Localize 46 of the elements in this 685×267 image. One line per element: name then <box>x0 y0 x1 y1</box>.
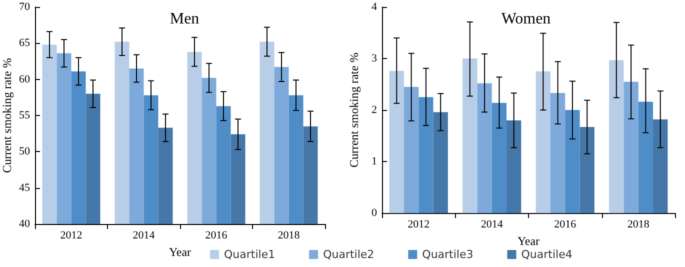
y-tick-label: 45 <box>19 182 30 194</box>
bar <box>550 93 566 214</box>
bar <box>492 102 507 214</box>
x-tick-label: 2012 <box>60 230 82 242</box>
y-axis-title: Current smoking rate % <box>347 52 361 168</box>
x-tick-label: 2014 <box>132 230 156 242</box>
y-tick-label: 40 <box>19 218 30 230</box>
bar <box>609 60 624 214</box>
bar <box>638 102 654 214</box>
y-tick-label: 60 <box>19 73 30 86</box>
x-axis-title: Year <box>517 234 540 248</box>
y-tick-label: 2 <box>372 104 377 116</box>
bar <box>477 83 492 214</box>
bar <box>389 70 404 214</box>
x-tick-label: 2016 <box>205 230 228 242</box>
bar <box>506 120 522 214</box>
bar <box>624 82 638 214</box>
x-tick-label: 2014 <box>480 218 504 231</box>
x-axis-title: Year <box>168 244 192 259</box>
y-tick-label: 4 <box>372 1 378 13</box>
legend-label: Quartile4 <box>521 248 572 261</box>
chart-title: Men <box>170 10 200 28</box>
legend-label: Quartile3 <box>422 248 474 261</box>
bar <box>653 119 668 214</box>
bar <box>536 71 550 214</box>
bar <box>462 58 478 214</box>
chart-title: Women <box>501 10 551 28</box>
legend-label: Quartile1 <box>224 248 276 261</box>
bar <box>404 86 419 214</box>
bar <box>565 110 580 214</box>
y-axis-title: Current smoking rate % <box>0 58 14 173</box>
bar <box>580 127 594 214</box>
x-tick-label: 2018 <box>278 230 300 242</box>
y-tick-label: 65 <box>19 37 30 50</box>
y-tick-label: 1 <box>372 156 377 168</box>
bar <box>433 112 448 214</box>
x-tick-label: 2016 <box>554 218 577 231</box>
x-tick-label: 2018 <box>627 218 650 231</box>
y-tick-label: 50 <box>19 146 30 158</box>
legend-label: Quartile2 <box>323 248 374 261</box>
x-tick-label: 2012 <box>408 218 430 231</box>
y-tick-label: 70 <box>19 1 30 13</box>
y-tick-label: 0 <box>372 207 378 220</box>
y-tick-label: 55 <box>19 110 30 122</box>
y-tick-label: 3 <box>372 52 378 65</box>
bar <box>418 97 434 214</box>
